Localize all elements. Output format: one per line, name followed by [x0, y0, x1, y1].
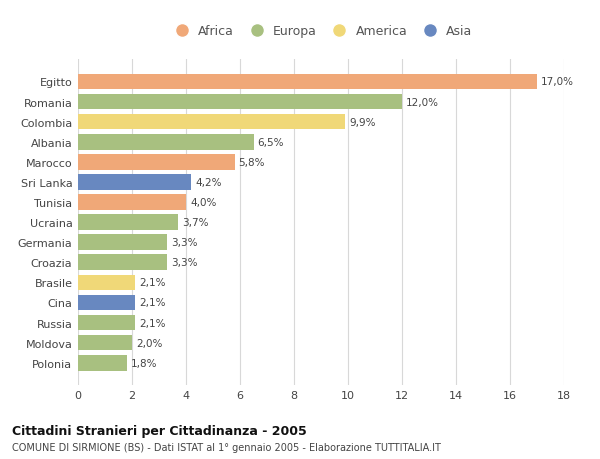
Text: 17,0%: 17,0%	[541, 77, 574, 87]
Bar	[78, 315, 134, 330]
Bar	[78, 275, 134, 291]
Text: 4,0%: 4,0%	[190, 197, 217, 207]
Bar	[78, 335, 132, 351]
Bar	[78, 295, 134, 311]
Text: 3,3%: 3,3%	[171, 238, 197, 248]
Text: 3,3%: 3,3%	[171, 257, 197, 268]
Text: 2,1%: 2,1%	[139, 318, 165, 328]
Legend: Africa, Europa, America, Asia: Africa, Europa, America, Asia	[164, 20, 478, 43]
Bar	[78, 355, 127, 371]
Text: 1,8%: 1,8%	[131, 358, 157, 368]
Text: 9,9%: 9,9%	[349, 118, 376, 128]
Text: 3,7%: 3,7%	[182, 218, 208, 228]
Text: COMUNE DI SIRMIONE (BS) - Dati ISTAT al 1° gennaio 2005 - Elaborazione TUTTITALI: COMUNE DI SIRMIONE (BS) - Dati ISTAT al …	[12, 442, 441, 452]
Text: 12,0%: 12,0%	[406, 97, 439, 107]
Text: Cittadini Stranieri per Cittadinanza - 2005: Cittadini Stranieri per Cittadinanza - 2…	[12, 425, 307, 437]
Bar	[78, 134, 254, 150]
Text: 4,2%: 4,2%	[196, 178, 222, 188]
Bar	[78, 175, 191, 190]
Bar	[78, 155, 235, 170]
Bar	[78, 215, 178, 230]
Bar	[78, 195, 186, 210]
Text: 5,8%: 5,8%	[239, 157, 265, 168]
Text: 2,1%: 2,1%	[139, 298, 165, 308]
Text: 2,0%: 2,0%	[136, 338, 163, 348]
Text: 2,1%: 2,1%	[139, 278, 165, 288]
Bar	[78, 115, 346, 130]
Bar	[78, 95, 402, 110]
Bar	[78, 74, 537, 90]
Text: 6,5%: 6,5%	[257, 137, 284, 147]
Bar	[78, 235, 167, 251]
Bar	[78, 255, 167, 270]
